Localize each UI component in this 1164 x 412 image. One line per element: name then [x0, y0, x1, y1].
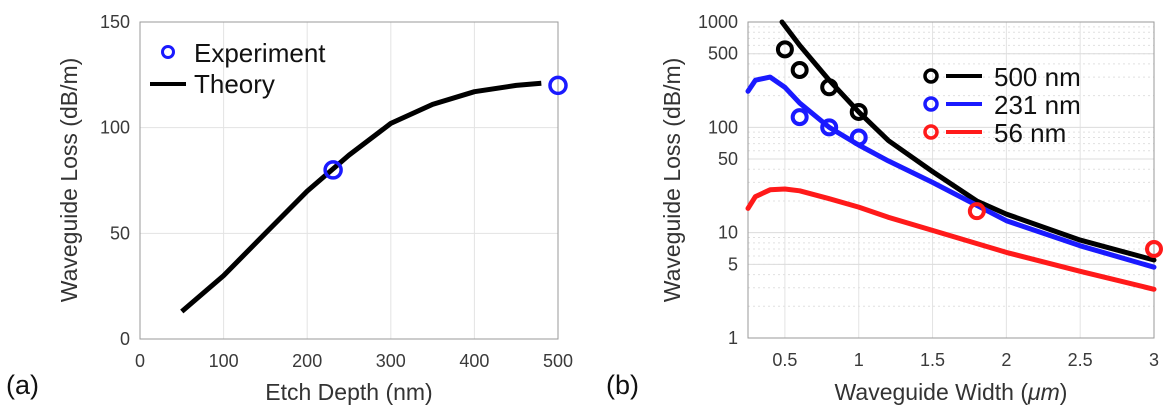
legend-231nm-marker [923, 96, 939, 112]
series-56nm-line [745, 186, 1157, 292]
panel-b-x-axis-label-suffix: ) [1060, 379, 1068, 405]
panel-b-legend: 500 nm 231 nm 56 nm [923, 62, 1081, 148]
experiment-point [548, 75, 568, 96]
panel-a-x-tick-label: 500 [543, 351, 573, 371]
legend-theory-label: Theory [194, 69, 275, 99]
legend-231nm-label: 231 nm [994, 90, 1081, 120]
panel-a-x-tick-label: 400 [459, 351, 489, 371]
series-500nm-line [779, 19, 1157, 263]
panel-b-y-tick-label: 50 [718, 149, 738, 169]
legend-56nm-label: 56 nm [994, 118, 1066, 148]
panel-a-legend: Experiment Theory [150, 38, 326, 99]
panel-a-x-tick-label: 300 [376, 351, 406, 371]
panel-a-y-tick-label: 100 [100, 118, 130, 138]
legend-500nm-label: 500 nm [994, 62, 1081, 92]
panel-b-x-axis-label: Waveguide Width (μm) [835, 379, 1068, 405]
panel-a-series-lines [180, 80, 542, 314]
series-231nm-point [849, 128, 868, 147]
series-231nm-point [790, 108, 809, 127]
series-56nm-point [967, 202, 986, 221]
panel-b-label: (b) [606, 370, 639, 400]
panel-b-y-tick-label: 1 [728, 328, 738, 348]
panel-b-x-tick-label: 3 [1149, 350, 1159, 370]
panel-b-y-tick-label: 100 [708, 117, 738, 137]
panel-b-x-tick-label: 1 [854, 350, 864, 370]
panel-a-y-tick-label: 0 [120, 329, 130, 349]
panel-b-experiment-points [775, 40, 1163, 258]
panel-b-x-ticks: 0.5 1 1.5 2 2.5 3 [772, 350, 1159, 370]
series-500nm-point [775, 40, 794, 59]
theory-line [180, 80, 542, 314]
panel-b-x-tick-label: 0.5 [772, 350, 797, 370]
panel-a-experiment-points [323, 75, 568, 180]
panel-b-x-tick-label: 2.5 [1068, 350, 1093, 370]
panel-a-x-tick-label: 200 [292, 351, 322, 371]
legend-experiment-label: Experiment [194, 38, 326, 68]
panel-b-y-tick-label: 10 [718, 223, 738, 243]
panel-b-gridlines [748, 21, 1155, 339]
series-500nm-point [849, 102, 868, 121]
series-231nm-point [820, 118, 839, 137]
panel-a-y-axis-label: Waveguide Loss (dB/m) [56, 58, 82, 303]
panel-a-x-tick-label: 100 [209, 351, 239, 371]
panel-b-y-tick-label: 1000 [698, 12, 738, 32]
legend-56nm-marker [923, 124, 939, 140]
panel-a-y-ticks: 0 50 100 150 [100, 12, 130, 349]
panel-a-label: (a) [6, 370, 39, 400]
panel-b-y-tick-label: 500 [708, 44, 738, 64]
panel-b-plot-frame [747, 21, 1155, 339]
panel-b-series-lines [745, 19, 1157, 292]
panel-a-x-axis-label: Etch Depth (nm) [265, 379, 432, 405]
legend-experiment-marker [161, 45, 175, 59]
series-500nm-point [790, 61, 809, 80]
panel-b-y-tick-label: 5 [728, 254, 738, 274]
legend-500nm-marker [923, 68, 939, 84]
panel-a-y-tick-label: 50 [110, 223, 130, 243]
panel-b-x-axis-label-prefix: Waveguide Width ( [835, 379, 1029, 405]
series-56nm-point [1145, 239, 1163, 258]
panel-a-y-tick-label: 150 [100, 12, 130, 32]
panel-b-x-tick-label: 2 [1001, 350, 1011, 370]
panel-a-plot-frame [139, 21, 559, 340]
panel-a-x-ticks: 0 100 200 300 400 500 [135, 351, 573, 371]
panel-b-y-axis-label: Waveguide Loss (dB/m) [659, 58, 685, 303]
panel-a-x-tick-label: 0 [135, 351, 145, 371]
panel-b-x-axis-label-unit: μm [1027, 379, 1060, 405]
series-500nm-point [820, 78, 839, 97]
panel-b-x-tick-label: 1.5 [920, 350, 945, 370]
panel-b-y-ticks: 1 5 10 50 100 500 1000 [698, 12, 738, 348]
panel-b-chart: 0.5 1 1.5 2 2.5 3 1 5 10 50 100 500 1000 500 nm 231… [606, 12, 1163, 405]
panel-a-chart: 0 100 200 300 400 500 0 50 100 150 Experiment Th… [6, 12, 573, 405]
series-231nm-line [745, 74, 1157, 270]
experiment-point [323, 160, 343, 180]
